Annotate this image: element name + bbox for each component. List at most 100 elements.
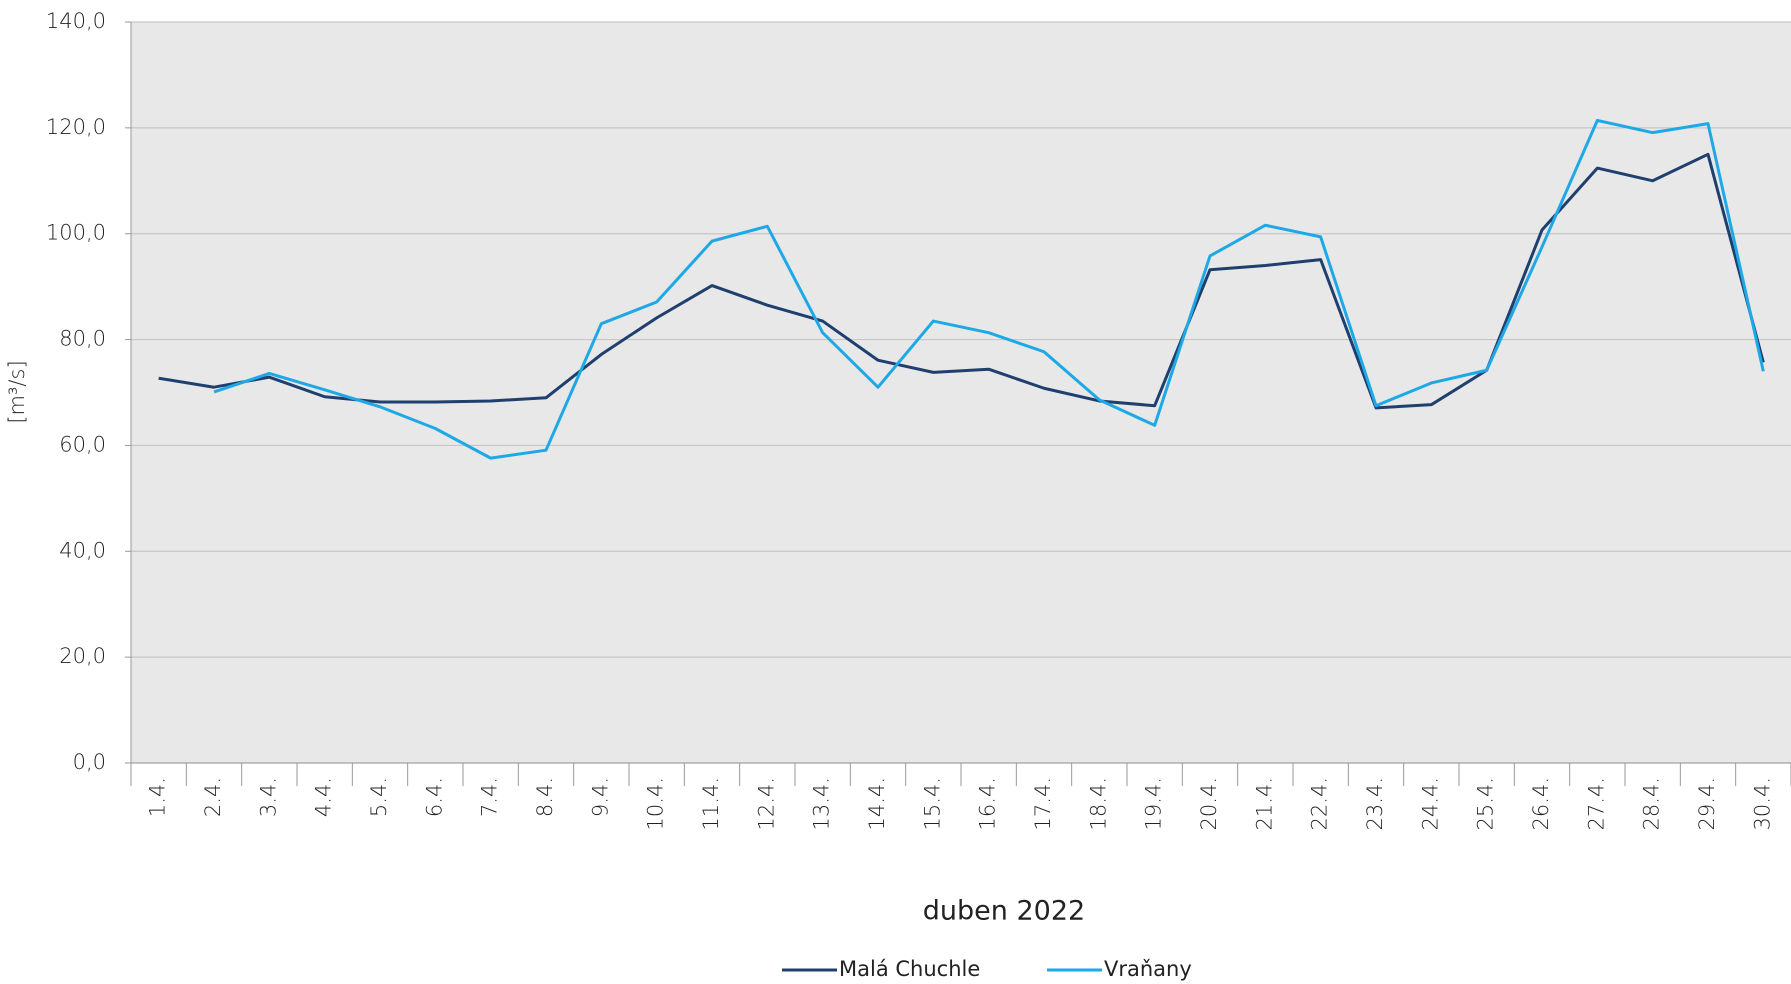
x-tick-label-month: 4.: [920, 777, 944, 797]
x-tick-label-month: 4.: [1197, 777, 1221, 797]
x-tick-label-month: 4.: [146, 777, 170, 797]
x-tick-label-day: 8.: [533, 797, 557, 817]
x-tick-label-day: 20.: [1197, 797, 1221, 830]
x-tick-label-day: 7.: [478, 797, 502, 817]
x-tick-label: 4.4.: [312, 777, 336, 817]
x-tick-label-day: 25.: [1474, 797, 1498, 830]
y-tick-label: 120,0: [46, 115, 106, 139]
x-tick-label-day: 17.: [1031, 797, 1055, 830]
x-tick-label-month: 4.: [1142, 777, 1166, 797]
x-tick-label-month: 4.: [1031, 777, 1055, 797]
x-tick-label-month: 4.: [810, 777, 834, 797]
x-tick-label-month: 4.: [256, 777, 280, 797]
x-tick-label-month: 4.: [865, 777, 889, 797]
y-axis-title: [m³/s]: [5, 360, 29, 423]
x-tick-label-month: 4.: [588, 777, 612, 797]
x-tick-label-day: 16.: [976, 797, 1000, 830]
x-tick-label-month: 4.: [644, 777, 668, 797]
x-tick-label-day: 22.: [1308, 797, 1332, 830]
x-tick-label: 7.4.: [478, 777, 502, 817]
x-tick-label-month: 4.: [1363, 777, 1387, 797]
x-tick-label-month: 4.: [1695, 777, 1719, 797]
x-tick-label-day: 24.: [1418, 797, 1442, 830]
x-tick-label-month: 4.: [1529, 777, 1553, 797]
x-tick-label: 19.4.: [1142, 777, 1166, 830]
x-tick-label-month: 4.: [1584, 777, 1608, 797]
x-tick-label-day: 14.: [865, 797, 889, 830]
legend-label: Malá Chuchle: [839, 957, 980, 981]
x-tick-label: 18.4.: [1086, 777, 1110, 830]
x-tick-label-month: 4.: [1252, 777, 1276, 797]
x-tick-label: 16.4.: [976, 777, 1000, 830]
x-tick-label-day: 4.: [312, 797, 336, 817]
x-tick-label-day: 2.: [201, 797, 225, 817]
x-tick-label-day: 26.: [1529, 797, 1553, 830]
x-tick-label-month: 4.: [1750, 777, 1774, 797]
x-tick-label-month: 4.: [1086, 777, 1110, 797]
x-tick-label-month: 4.: [422, 777, 446, 797]
x-tick-label-day: 12.: [754, 797, 778, 830]
x-tick-label: 2.4.: [201, 777, 225, 817]
x-tick-label-day: 9.: [588, 797, 612, 817]
legend-label: Vraňany: [1104, 957, 1192, 981]
x-tick-label: 26.4.: [1529, 777, 1553, 830]
x-tick-label-day: 1.: [146, 797, 170, 817]
x-tick-label-day: 15.: [920, 797, 944, 830]
x-tick-label: 14.4.: [865, 777, 889, 830]
x-tick-label: 11.4.: [699, 777, 723, 830]
x-tick-label-day: 6.: [422, 797, 446, 817]
y-tick-label: 0,0: [73, 750, 106, 774]
x-tick-label: 22.4.: [1308, 777, 1332, 830]
x-tick-label-month: 4.: [754, 777, 778, 797]
y-tick-label: 40,0: [59, 538, 106, 562]
x-tick-label-day: 3.: [256, 797, 280, 817]
x-tick-label-month: 4.: [699, 777, 723, 797]
x-tick-label-day: 30.: [1750, 797, 1774, 830]
y-tick-label: 100,0: [46, 221, 106, 245]
x-tick-label: 27.4.: [1584, 777, 1608, 830]
x-tick-label: 8.4.: [533, 777, 557, 817]
x-tick-label-month: 4.: [1418, 777, 1442, 797]
x-tick-label-day: 28.: [1640, 797, 1664, 830]
x-axis-title: duben 2022: [923, 896, 1085, 927]
x-tick-label-month: 4.: [1308, 777, 1332, 797]
x-tick-label: 5.4.: [367, 777, 391, 817]
x-tick-label-day: 21.: [1252, 797, 1276, 830]
x-tick-label: 12.4.: [754, 777, 778, 830]
x-tick-label: 20.4.: [1197, 777, 1221, 830]
x-tick-label-day: 10.: [644, 797, 668, 830]
x-tick-label: 30.4.: [1750, 777, 1774, 830]
x-tick-label-day: 23.: [1363, 797, 1387, 830]
y-tick-label: 80,0: [59, 327, 106, 351]
x-tick-label-month: 4.: [201, 777, 225, 797]
series-line: [213, 118, 1765, 460]
y-tick-label: 20,0: [59, 644, 106, 668]
x-tick-label: 23.4.: [1363, 777, 1387, 830]
x-tick-label-day: 5.: [367, 797, 391, 817]
plot-area: [131, 22, 1791, 763]
x-tick-label: 1.4.: [146, 777, 170, 817]
x-tick-label: 6.4.: [422, 777, 446, 817]
x-tick-label: 29.4.: [1695, 777, 1719, 830]
x-tick-label: 10.4.: [644, 777, 668, 830]
x-tick-label: 21.4.: [1252, 777, 1276, 830]
x-tick-label: 28.4.: [1640, 777, 1664, 830]
x-tick-label-day: 13.: [810, 797, 834, 830]
y-tick-label: 60,0: [59, 432, 106, 456]
x-tick-label: 25.4.: [1474, 777, 1498, 830]
x-tick-label: 3.4.: [256, 777, 280, 817]
x-tick-label-month: 4.: [976, 777, 1000, 797]
x-tick-label-day: 27.: [1584, 797, 1608, 830]
x-tick-label: 24.4.: [1418, 777, 1442, 830]
x-tick-label-day: 18.: [1086, 797, 1110, 830]
x-tick-label-month: 4.: [533, 777, 557, 797]
x-tick-label: 9.4.: [588, 777, 612, 817]
x-tick-label-month: 4.: [478, 777, 502, 797]
x-tick-label: 13.4.: [810, 777, 834, 830]
x-tick-label-month: 4.: [1640, 777, 1664, 797]
x-tick-label: 17.4.: [1031, 777, 1055, 830]
x-tick-label: 15.4.: [920, 777, 944, 830]
y-tick-label: 140,0: [46, 9, 106, 33]
x-tick-label-month: 4.: [312, 777, 336, 797]
